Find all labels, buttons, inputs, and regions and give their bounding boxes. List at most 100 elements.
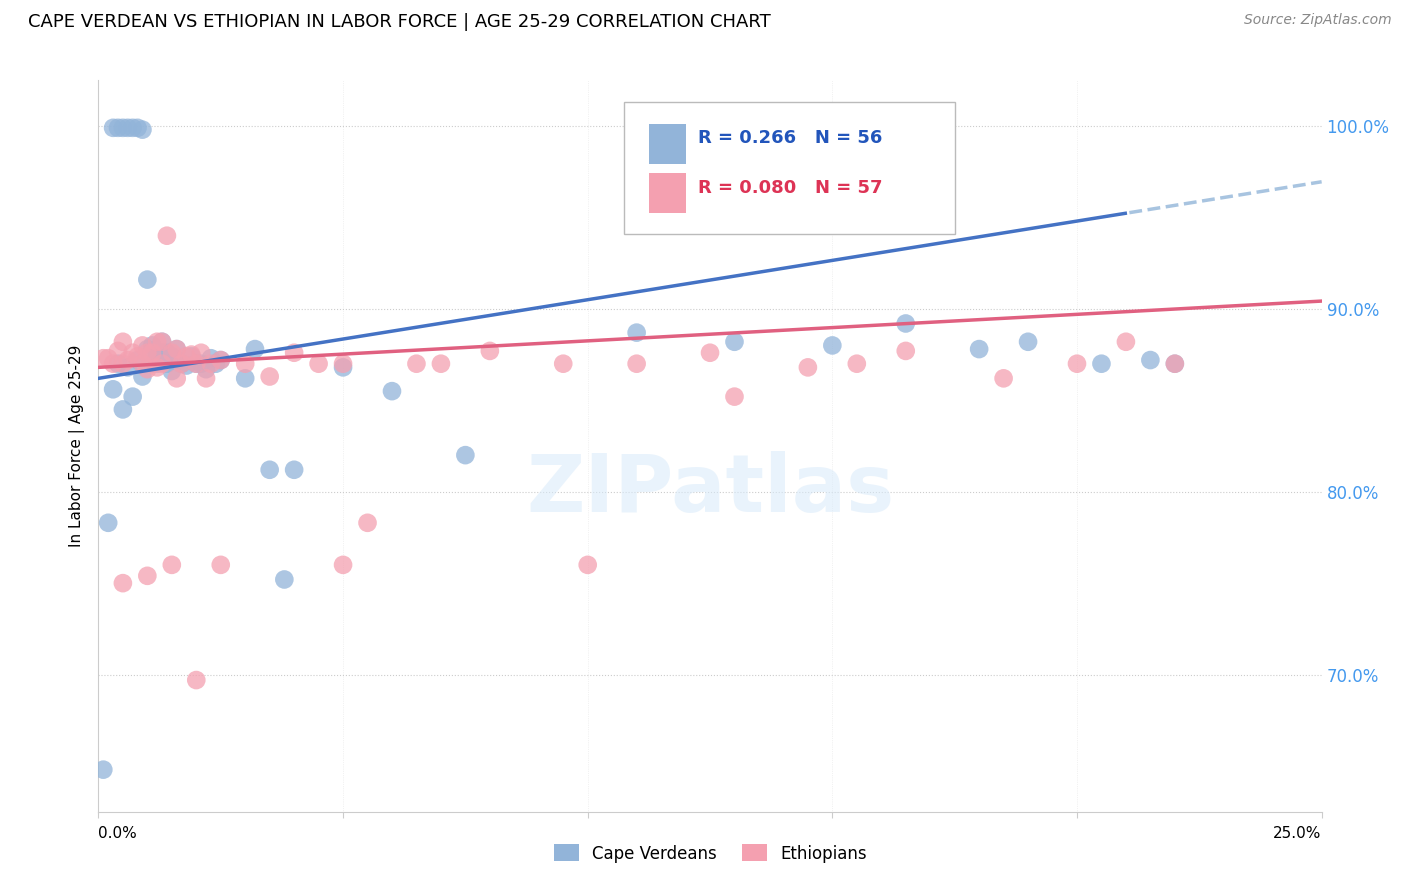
Point bbox=[91, 351, 114, 366]
Point bbox=[332, 558, 354, 572]
Point bbox=[166, 371, 188, 385]
Point bbox=[233, 357, 256, 371]
Point bbox=[141, 345, 163, 359]
Point bbox=[111, 402, 134, 417]
Point bbox=[160, 345, 183, 359]
Point bbox=[131, 338, 153, 352]
Point bbox=[136, 345, 159, 359]
Point bbox=[243, 342, 266, 356]
Point bbox=[146, 347, 169, 362]
Point bbox=[1017, 334, 1039, 349]
Point bbox=[180, 350, 202, 364]
Point bbox=[626, 357, 648, 371]
Point bbox=[894, 343, 917, 358]
Point bbox=[136, 362, 159, 376]
Point bbox=[190, 357, 212, 371]
Point bbox=[170, 357, 193, 371]
Point bbox=[97, 516, 120, 530]
Point bbox=[626, 326, 648, 340]
Point bbox=[111, 357, 134, 371]
Point bbox=[233, 371, 256, 385]
Point bbox=[160, 558, 183, 572]
Point bbox=[146, 357, 169, 371]
FancyBboxPatch shape bbox=[650, 173, 686, 213]
Point bbox=[356, 516, 378, 530]
Point bbox=[553, 357, 575, 371]
Text: ZIPatlas: ZIPatlas bbox=[526, 450, 894, 529]
Point bbox=[121, 345, 143, 359]
Point bbox=[1066, 357, 1088, 371]
Point bbox=[111, 576, 134, 591]
Text: CAPE VERDEAN VS ETHIOPIAN IN LABOR FORCE | AGE 25-29 CORRELATION CHART: CAPE VERDEAN VS ETHIOPIAN IN LABOR FORCE… bbox=[28, 13, 770, 31]
Point bbox=[259, 369, 281, 384]
Point bbox=[146, 334, 169, 349]
Point bbox=[205, 357, 228, 371]
Point bbox=[136, 342, 159, 356]
Point bbox=[209, 353, 232, 368]
Point bbox=[209, 353, 232, 368]
Point bbox=[478, 343, 501, 358]
Point bbox=[259, 463, 281, 477]
Text: 0.0%: 0.0% bbox=[98, 826, 138, 841]
Point bbox=[111, 334, 134, 349]
Point bbox=[186, 673, 208, 687]
Point bbox=[156, 345, 179, 359]
Point bbox=[993, 371, 1015, 385]
Point bbox=[190, 345, 212, 359]
Point bbox=[91, 763, 114, 777]
Point bbox=[797, 360, 820, 375]
Point bbox=[166, 342, 188, 356]
Point bbox=[308, 357, 330, 371]
Point bbox=[1115, 334, 1137, 349]
Point bbox=[117, 120, 139, 135]
Point bbox=[332, 360, 354, 375]
Point bbox=[186, 357, 208, 371]
Point bbox=[131, 357, 153, 371]
Point bbox=[150, 334, 173, 349]
Point bbox=[381, 384, 404, 399]
Point bbox=[454, 448, 477, 462]
Point bbox=[131, 122, 153, 136]
Point bbox=[845, 357, 868, 371]
Point bbox=[136, 569, 159, 583]
Point bbox=[121, 120, 143, 135]
Point bbox=[1164, 357, 1187, 371]
Point bbox=[111, 120, 134, 135]
Point bbox=[160, 350, 183, 364]
Point bbox=[576, 558, 599, 572]
Point bbox=[107, 357, 129, 371]
FancyBboxPatch shape bbox=[650, 124, 686, 164]
Point bbox=[121, 390, 143, 404]
Point bbox=[141, 357, 163, 371]
Point bbox=[283, 345, 305, 359]
Point bbox=[1164, 357, 1187, 371]
Point bbox=[723, 390, 745, 404]
Point bbox=[195, 371, 218, 385]
Point bbox=[150, 345, 173, 359]
Point bbox=[1090, 357, 1112, 371]
Point bbox=[101, 120, 124, 135]
Point bbox=[166, 342, 188, 356]
Point bbox=[430, 357, 453, 371]
Point bbox=[967, 342, 990, 356]
Point bbox=[107, 120, 129, 135]
Point bbox=[894, 317, 917, 331]
Point bbox=[127, 353, 149, 368]
Point bbox=[200, 351, 222, 366]
Point bbox=[117, 360, 139, 375]
Point bbox=[160, 364, 183, 378]
Point bbox=[150, 334, 173, 349]
Point bbox=[283, 463, 305, 477]
Point bbox=[180, 347, 202, 362]
Point bbox=[156, 228, 179, 243]
Point bbox=[141, 338, 163, 352]
Point bbox=[273, 573, 295, 587]
Text: 25.0%: 25.0% bbox=[1274, 826, 1322, 841]
Point bbox=[821, 338, 844, 352]
Text: R = 0.080   N = 57: R = 0.080 N = 57 bbox=[697, 179, 883, 197]
Point bbox=[699, 345, 721, 359]
Point bbox=[131, 369, 153, 384]
Y-axis label: In Labor Force | Age 25-29: In Labor Force | Age 25-29 bbox=[69, 345, 86, 547]
Point bbox=[176, 350, 198, 364]
Point bbox=[170, 357, 193, 371]
